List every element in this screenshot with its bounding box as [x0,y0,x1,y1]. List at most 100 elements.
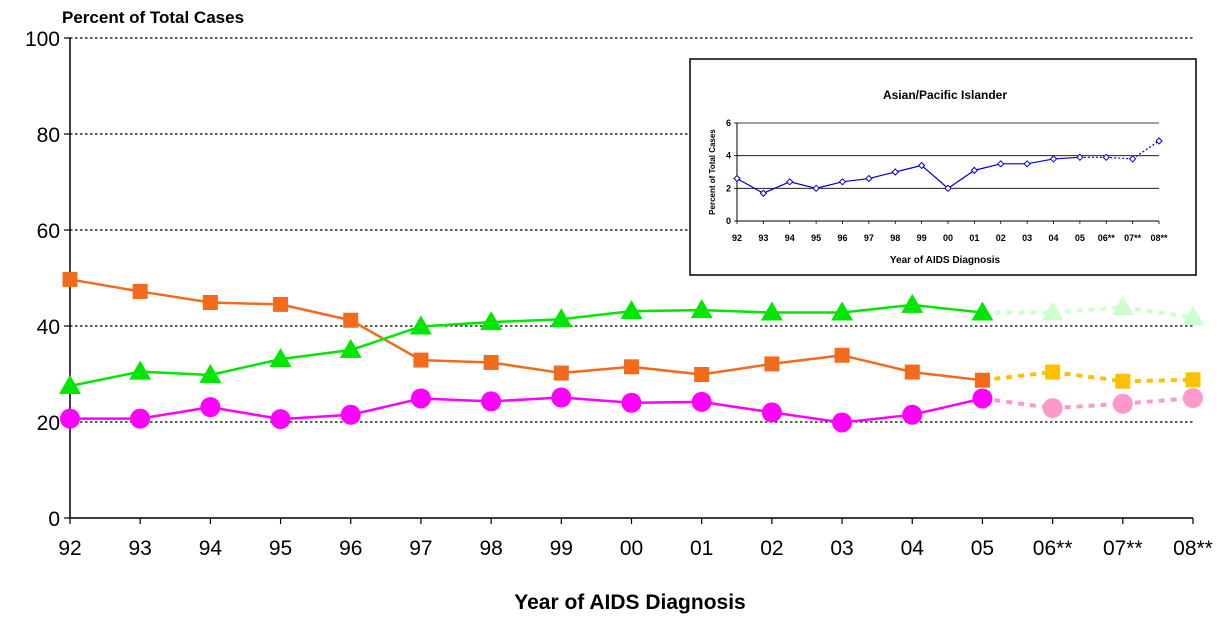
inset-y-tick-label-2: 2 [726,183,731,193]
inset-x-tick-label-4: 96 [837,233,847,243]
series-0-point-1 [132,283,148,299]
inset-x-tick-label-16: 08** [1150,233,1168,243]
inset-series-0-point-9 [970,166,979,175]
inset-x-tick-label-8: 00 [943,233,953,243]
series-1-point-14 [1041,301,1064,321]
series-1-estimate-segment-14 [1052,305,1123,315]
inset-series-0-point-8 [944,184,952,193]
series-2-point-3 [270,409,291,430]
x-tick-label-4: 96 [339,537,362,560]
series-2-point-6 [481,391,502,412]
x-tick-label-14: 06** [1033,537,1073,560]
series-0-line [69,278,983,382]
series-1-point-5 [409,315,432,335]
y-tick-label-20: 20 [37,412,60,435]
x-tick-label-2: 94 [199,537,223,560]
series-1-point-9 [690,299,713,319]
inset-series-0-estimate-segment-14 [1106,156,1133,160]
series-2-point-2 [200,397,221,418]
inset-series-0-point-15 [1128,155,1137,163]
series-0-estimate-segment-13 [982,370,1053,383]
series-0-point-6 [483,354,499,370]
series-2-point-0 [60,408,80,429]
inset-y-tick-label-0: 0 [726,216,731,226]
series-0-point-8 [624,359,639,375]
inset-series-0-point-5 [865,174,873,183]
inset-x-tick-label-9: 01 [969,233,979,243]
inset-x-tick-label-13: 05 [1075,233,1085,243]
series-2-point-14 [1042,398,1063,419]
series-2-point-15 [1112,393,1133,414]
inset-y-tick-label-6: 6 [726,118,731,128]
inset-series-0-point-6 [891,168,899,176]
x-tick-label-10: 02 [760,537,783,560]
x-tick-label-3: 95 [269,537,292,560]
series-0-point-13 [974,372,990,388]
inset-series-0-point-7 [917,161,926,170]
inset-series-0-point-14 [1102,153,1110,162]
series-2-point-13 [972,388,993,409]
x-tick-label-9: 01 [690,537,713,560]
series-1-point-7 [550,308,573,328]
inset-series-0-point-12 [1049,155,1058,163]
y-tick-label-0: 0 [48,508,60,531]
series-2-estimate-segment-13 [982,396,1053,411]
series-0-point-4 [343,312,359,328]
inset-series-0-point-3 [812,184,820,193]
x-tick-label-6: 98 [479,537,502,560]
inset-series-layer [733,137,1163,197]
series-1-point-12 [901,293,924,313]
inset-frame [689,58,1197,276]
y-tick-label-40: 40 [37,316,60,339]
inset-x-tick-label-10: 02 [996,233,1006,243]
x-tick-label-13: 05 [971,537,994,560]
inset-axes [734,122,1160,224]
inset-x-tick-label-2: 94 [785,233,795,243]
inset-y-tick-label-4: 4 [726,151,731,161]
inset-x-tick-label-6: 98 [890,233,900,243]
inset-series-0-point-2 [786,178,794,186]
inset-series-0-point-1 [759,189,768,197]
x-tick-label-0: 92 [58,537,81,560]
inset-x-tick-label-15: 07** [1124,233,1142,243]
inset-series-0-point-11 [1023,160,1031,168]
series-1-point-13 [971,301,994,321]
x-tick-label-7: 99 [550,537,573,560]
series-0-estimate-segment-15 [1122,377,1194,384]
series-0-point-2 [202,294,218,310]
x-tick-label-15: 07** [1103,537,1143,560]
inset-title: Asian/Pacific Islander [883,88,1007,102]
series-2-point-10 [761,402,782,423]
series-1-estimate-segment-15 [1122,305,1194,320]
series-1-point-4 [339,339,362,358]
series-1-point-2 [199,363,222,383]
inset-series-0-line [736,156,1080,194]
series-0-point-0 [62,271,78,287]
series-1-point-0 [59,375,81,394]
inset-series-0-estimate-segment-15 [1132,140,1160,160]
series-2-estimate-segment-14 [1052,401,1123,411]
series-0-point-9 [694,366,710,382]
inset-x-tick-label-12: 04 [1048,233,1058,243]
series-2-point-12 [902,404,923,425]
series-0-point-16 [1185,372,1201,388]
inset-x-axis-title: Year of AIDS Diagnosis [890,255,1001,266]
inset-series-0-point-10 [997,160,1005,168]
inset-x-tick-label-14: 06** [1098,233,1116,243]
series-2-point-9 [691,391,712,412]
series-1-point-1 [129,360,152,380]
series-2-estimate-segment-15 [1122,396,1194,406]
inset-x-tick-label-3: 95 [811,233,821,243]
inset-x-tick-label-5: 97 [864,233,874,243]
x-axis-title: Year of AIDS Diagnosis [514,591,745,614]
inset-x-tick-label-11: 03 [1022,233,1032,243]
series-1-point-16 [1182,306,1204,326]
series-1-point-3 [269,348,292,368]
y-tick-label-80: 80 [37,124,60,147]
inset-series-0-point-16 [1155,137,1163,145]
series-2-point-8 [621,392,642,413]
series-0-point-10 [764,356,780,372]
y-tick-label-60: 60 [37,220,60,243]
series-2-line [70,396,983,424]
